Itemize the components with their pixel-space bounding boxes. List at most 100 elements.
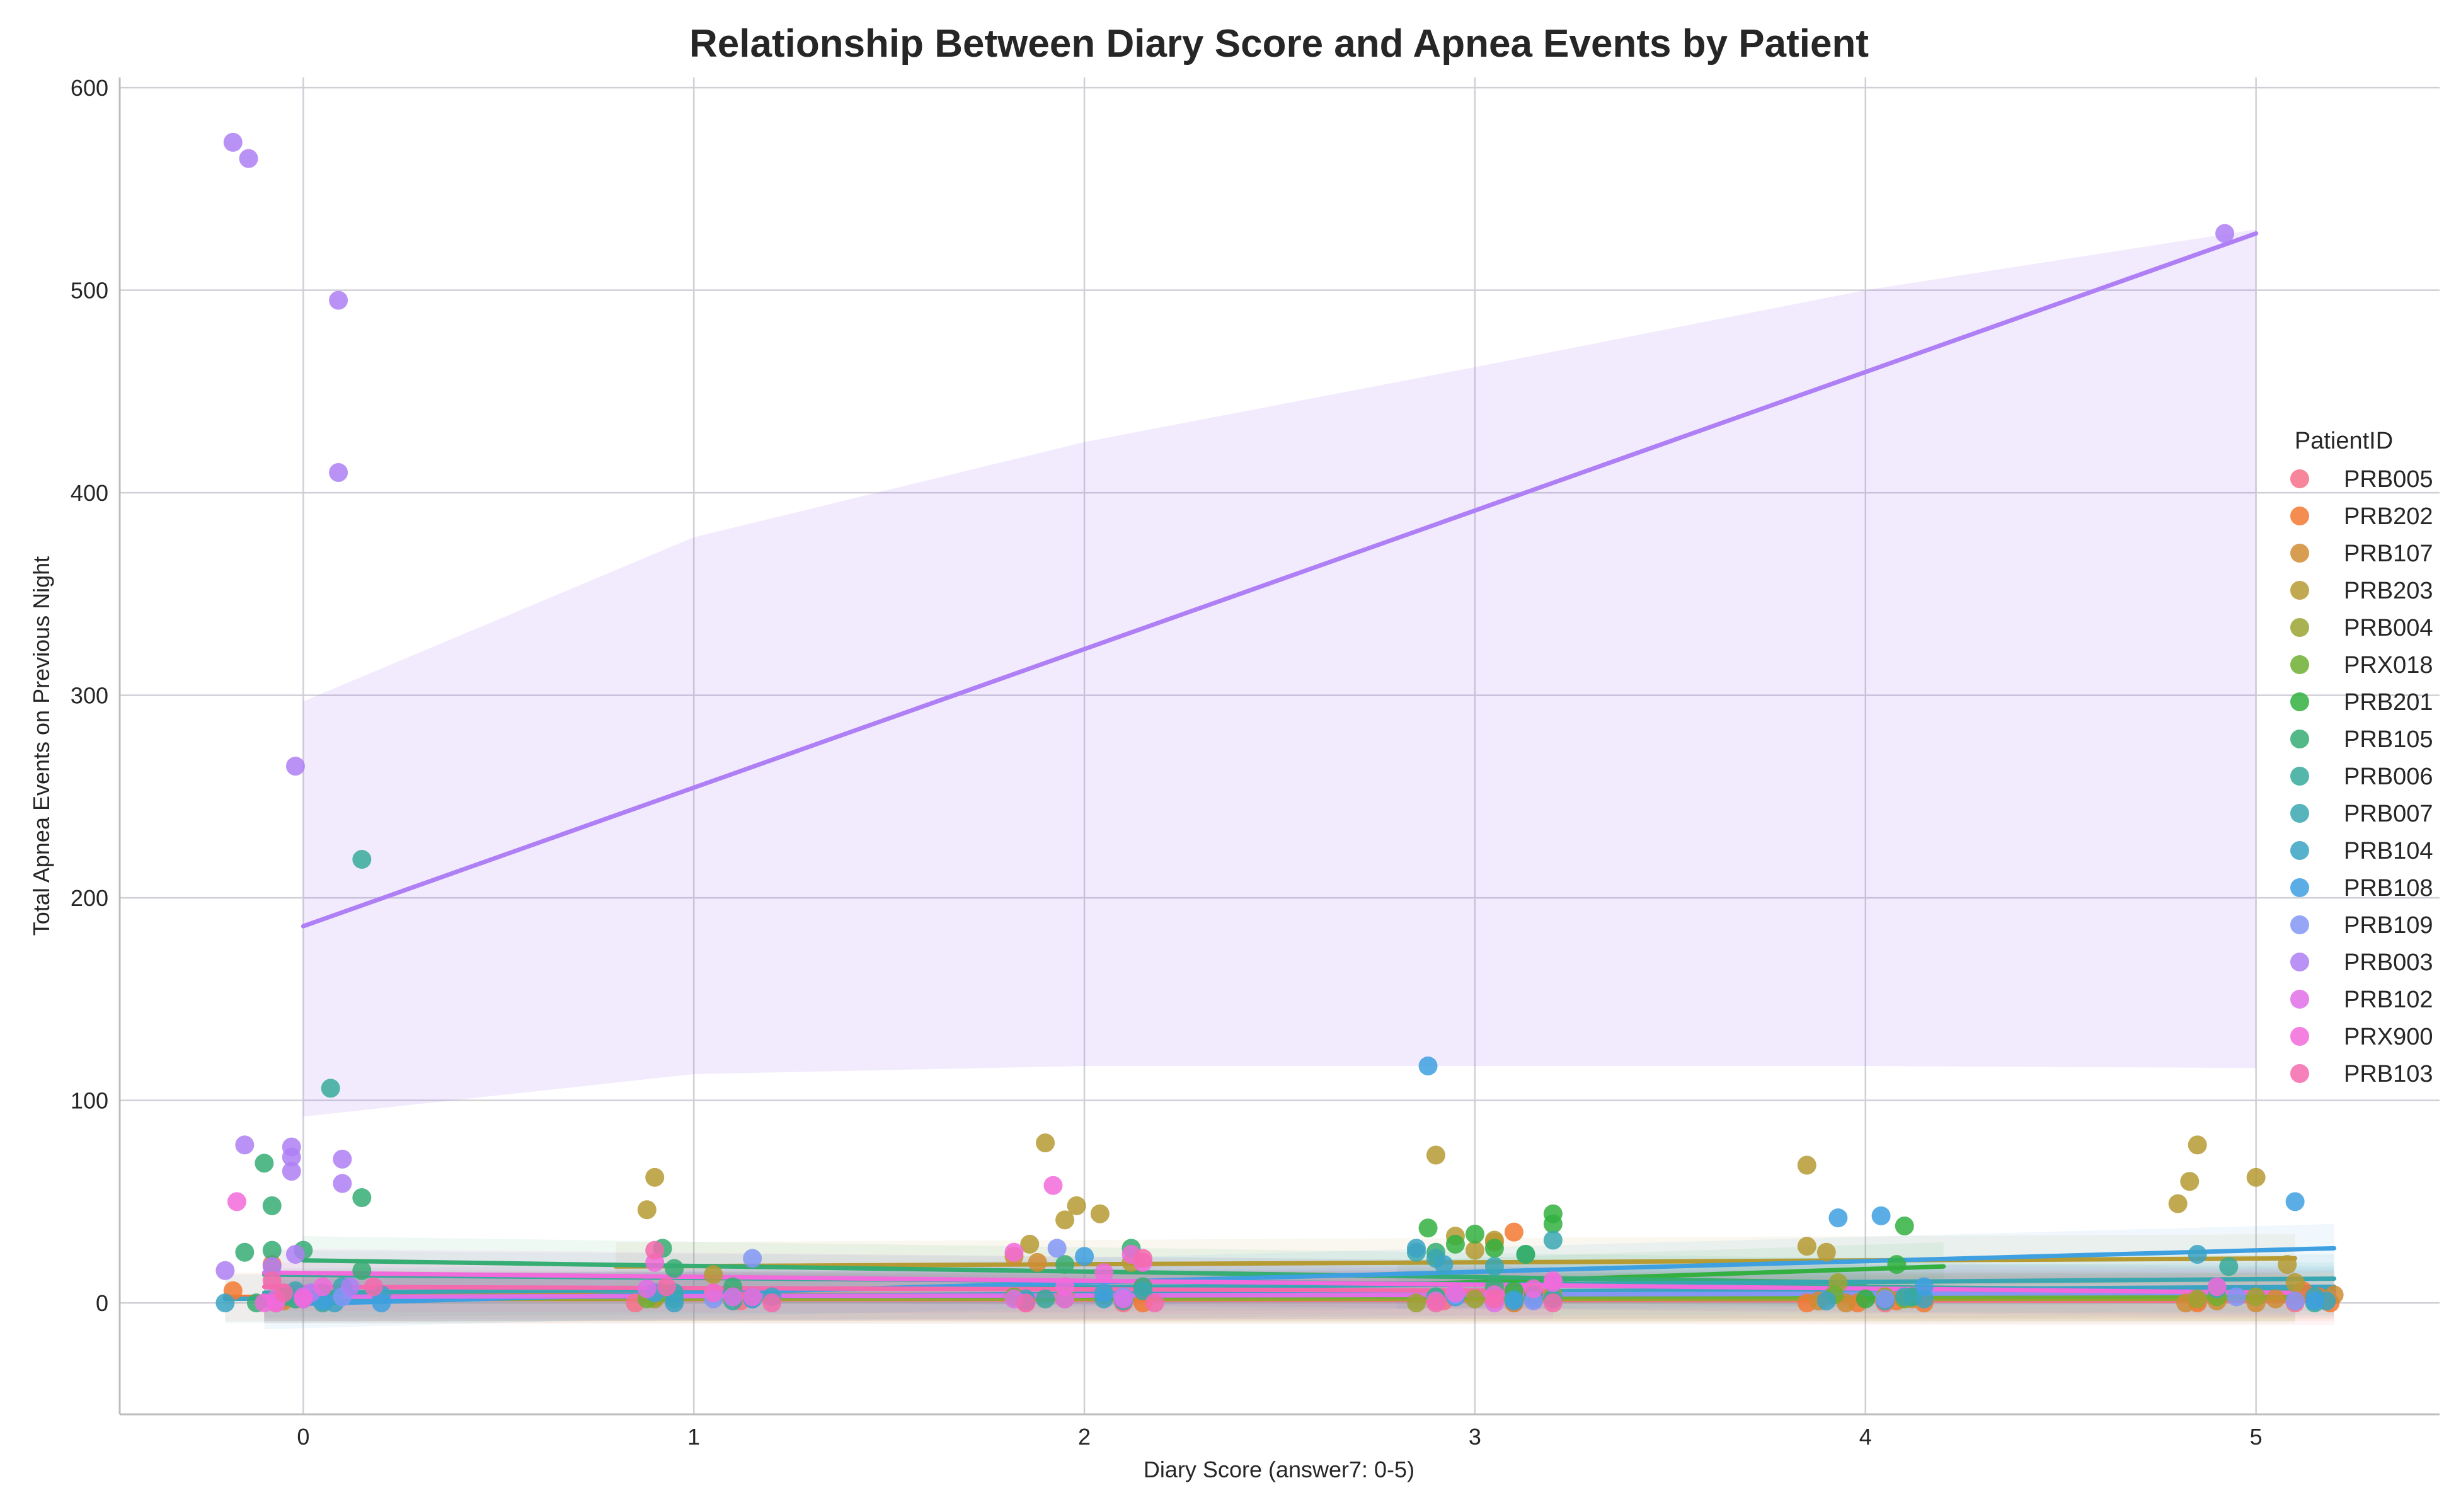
legend-marker-prb102 <box>2290 990 2309 1009</box>
point-prb006 <box>1036 1289 1055 1309</box>
x-tick-label: 3 <box>1469 1424 1481 1450</box>
point-prb203 <box>1465 1240 1484 1260</box>
point-prb003 <box>2215 224 2235 243</box>
point-prb107 <box>2266 1289 2285 1309</box>
point-prb108 <box>1075 1247 1094 1266</box>
legend-label-prb103: PRB103 <box>2344 1061 2433 1087</box>
point-prx900 <box>2207 1277 2227 1297</box>
point-prb203 <box>645 1167 665 1187</box>
point-prb003 <box>333 1174 352 1193</box>
legend-marker-prx018 <box>2290 655 2309 674</box>
point-prb105 <box>352 1261 372 1280</box>
legend-marker-prb007 <box>2290 804 2309 823</box>
point-prb108 <box>1094 1283 1114 1303</box>
point-prb201 <box>1465 1224 1484 1244</box>
legend-marker-prb103 <box>2290 1064 2309 1083</box>
legend-label-prb003: PRB003 <box>2344 949 2433 976</box>
fit-line-prb203 <box>613 1256 2298 1269</box>
x-tick-label: 4 <box>1859 1424 1872 1450</box>
point-prb103 <box>1016 1293 1036 1313</box>
point-prb105 <box>235 1242 255 1262</box>
legend-item-prb107: PRB107 <box>2290 541 2433 567</box>
data-points <box>215 132 2344 1313</box>
tick-labels: 0 1 2 3 4 5 0 100 200 300 400 500 600 <box>71 75 2263 1450</box>
point-prb108 <box>1871 1206 1891 1225</box>
point-prb004 <box>1465 1289 1484 1309</box>
point-prb103 <box>1543 1293 1563 1313</box>
fit-line-prb102 <box>261 1292 1556 1300</box>
point-prb103 <box>762 1293 782 1313</box>
point-prb203 <box>2180 1172 2200 1191</box>
legend-label-prb107: PRB107 <box>2344 541 2433 567</box>
point-prb108 <box>1418 1056 1438 1075</box>
legend-marker-prb203 <box>2290 581 2309 600</box>
point-prx900 <box>1094 1263 1114 1282</box>
legend-marker-prb109 <box>2290 915 2309 934</box>
legend-item-prb203: PRB203 <box>2290 578 2433 604</box>
point-prb109 <box>1047 1239 1067 1258</box>
y-tick-label: 300 <box>71 683 108 709</box>
point-prb103 <box>274 1283 294 1303</box>
legend-item-prx900: PRX900 <box>2290 1024 2433 1050</box>
legend-item-prx018: PRX018 <box>2290 652 2433 679</box>
point-prx900 <box>743 1287 762 1307</box>
point-prx900 <box>704 1283 723 1303</box>
point-prx900 <box>227 1192 246 1211</box>
y-tick-label: 500 <box>71 278 108 304</box>
chart-title: Relationship Between Diary Score and Apn… <box>689 22 1869 66</box>
legend-label-prb201: PRB201 <box>2344 689 2433 716</box>
point-prx900 <box>1004 1242 1024 1262</box>
point-prb203 <box>704 1265 723 1285</box>
point-prb203 <box>1426 1145 1445 1165</box>
point-prb203 <box>1036 1133 1055 1153</box>
legend-item-prb006: PRB006 <box>2290 764 2433 790</box>
point-prb105 <box>1055 1255 1075 1274</box>
point-prb006 <box>2219 1257 2239 1276</box>
point-prb107 <box>1028 1252 1047 1272</box>
legend-marker-prb006 <box>2290 767 2309 786</box>
legend-item-prb003: PRB003 <box>2290 949 2433 976</box>
point-prx900 <box>294 1289 313 1309</box>
point-prb003 <box>329 462 348 482</box>
legend-title: PatientID <box>2295 428 2393 454</box>
point-prb109 <box>2227 1287 2246 1307</box>
point-prb105 <box>262 1240 282 1260</box>
legend-marker-prx900 <box>2290 1027 2309 1046</box>
legend-item-prb104: PRB104 <box>2290 838 2433 864</box>
point-prb004 <box>2188 1289 2207 1309</box>
point-prb201 <box>1895 1216 1914 1235</box>
point-prb201 <box>1856 1289 1875 1309</box>
point-prb104 <box>215 1293 235 1313</box>
point-prx900 <box>1523 1279 1543 1298</box>
legend-label-prb109: PRB109 <box>2344 912 2433 939</box>
legend-marker-prb004 <box>2290 618 2309 637</box>
legend-label-prb104: PRB104 <box>2344 838 2433 864</box>
point-prb007 <box>1543 1230 1563 1250</box>
point-prb105 <box>1516 1245 1535 1264</box>
point-prb201 <box>1543 1214 1563 1234</box>
legend-marker-prb005 <box>2290 469 2309 488</box>
point-prb007 <box>1484 1257 1504 1276</box>
point-prb108 <box>2285 1192 2305 1211</box>
x-tick-label: 2 <box>1078 1424 1091 1450</box>
x-tick-label: 0 <box>297 1424 309 1450</box>
point-prb003 <box>282 1162 301 1181</box>
point-prb003 <box>223 132 243 152</box>
point-prx900 <box>1043 1176 1063 1195</box>
point-prb201 <box>1887 1255 1907 1274</box>
y-tick-label: 400 <box>71 480 108 506</box>
point-prb203 <box>1797 1155 1816 1175</box>
ci-band-prb003 <box>303 229 2256 1117</box>
point-prb202 <box>1504 1222 1523 1242</box>
point-prb108 <box>372 1293 391 1313</box>
point-prb104 <box>1406 1239 1426 1258</box>
point-prb104 <box>1434 1255 1454 1274</box>
y-tick-label: 600 <box>71 75 108 101</box>
legend-item-prb103: PRB103 <box>2290 1061 2433 1087</box>
legend-label-prb007: PRB007 <box>2344 801 2433 827</box>
point-prb105 <box>665 1259 684 1278</box>
point-prb007 <box>1133 1281 1153 1300</box>
legend-item-prb202: PRB202 <box>2290 503 2433 530</box>
point-prb105 <box>262 1196 282 1215</box>
